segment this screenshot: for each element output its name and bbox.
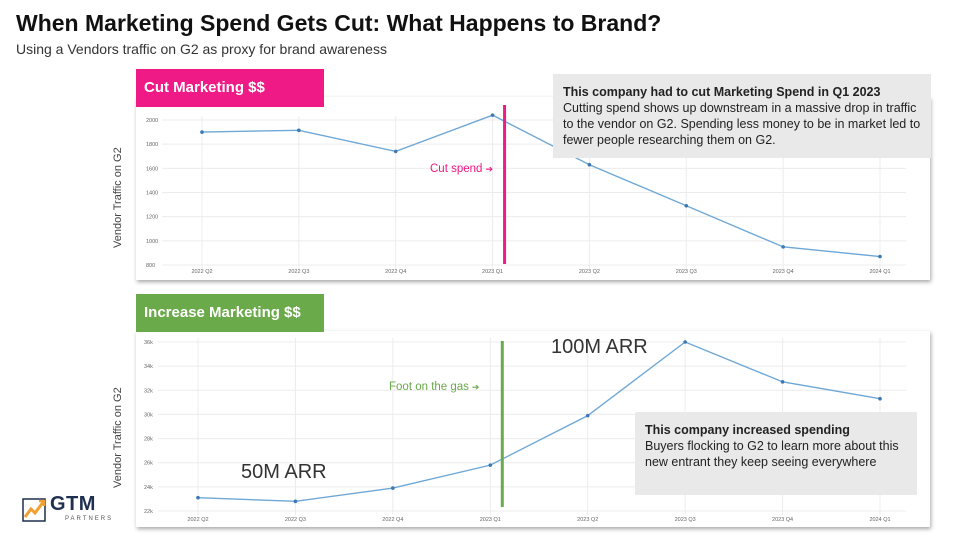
cut-x-tick-label: 2023 Q1 [482, 269, 503, 275]
page-title: When Marketing Spend Gets Cut: What Happ… [16, 10, 662, 36]
arrow-right-icon: ➔ [485, 164, 493, 174]
cut-data-point [878, 254, 882, 259]
increase-data-point [196, 495, 200, 500]
cut-data-point [587, 162, 592, 167]
increase-y-tick-label: 24k [144, 485, 153, 491]
cut-x-tick-label: 2022 Q3 [288, 269, 309, 275]
increase-y-tick-label: 26k [144, 461, 153, 467]
tab-increase-marketing: Increase Marketing $$ [136, 294, 324, 332]
increase-y-tick-label: 28k [144, 437, 153, 443]
annotation-50m-arr: 50M ARR [241, 461, 327, 483]
arrow-right-icon: ➔ [471, 382, 480, 392]
cut-x-tick-label: 2023 Q3 [676, 269, 697, 275]
cut-y-tick-label: 1200 [146, 215, 158, 221]
cut-data-point [490, 113, 495, 117]
increase-y-tick-label: 36k [144, 340, 153, 346]
increase-x-tick-label: 2023 Q2 [577, 517, 598, 523]
callout-cut: This company had to cut Marketing Spend … [553, 74, 931, 158]
cut-data-point [200, 130, 204, 134]
increase-x-tick-label: 2024 Q1 [869, 517, 890, 523]
increase-data-point [683, 340, 687, 344]
increase-x-tick-label: 2023 Q3 [675, 517, 696, 523]
page-subtitle: Using a Vendors traffic on G2 as proxy f… [16, 41, 387, 57]
chart-cut-svg: 800 1000 1200 1400 1600 1800 2000 2022 Q2 2022 Q… [146, 105, 906, 275]
cut-data-point [684, 203, 689, 208]
increase-data-point [780, 380, 785, 384]
increase-x-tick-label: 2023 Q1 [480, 517, 501, 523]
increase-y-tick-label: 32k [144, 388, 153, 394]
cut-series-line [201, 114, 881, 258]
callout-cut-title: This company had to cut Marketing Spend … [563, 85, 881, 99]
gtm-partners-logo: GTM PARTNERS [22, 493, 122, 527]
increase-x-tick-label: 2022 Q2 [187, 517, 208, 523]
logo-sub: PARTNERS [65, 516, 114, 522]
cut-x-tick-label: 2023 Q2 [579, 269, 600, 275]
cut-y-tick-label: 1600 [146, 166, 158, 172]
marker-label-cut: Cut spend ➔ [430, 163, 493, 175]
logo-name: GTM [50, 493, 96, 515]
increase-data-point [391, 486, 395, 490]
annotation-100m-arr: 100M ARR [551, 336, 648, 358]
increase-data-point [585, 413, 590, 418]
increase-data-point [293, 499, 298, 504]
cut-y-tick-label: 1800 [146, 142, 158, 148]
cut-data-point [781, 245, 785, 249]
increase-x-tick-label: 2022 Q4 [382, 517, 403, 523]
cut-x-tick-label: 2022 Q4 [385, 269, 406, 275]
marker-label-cut-text: Cut spend [430, 163, 483, 175]
cut-x-tick-label: 2022 Q2 [191, 269, 212, 275]
chart-growth-icon [22, 498, 46, 522]
cut-y-tick-label: 1400 [146, 191, 158, 197]
cut-data-point [393, 149, 398, 154]
increase-data-point [488, 463, 493, 467]
increase-x-tick-label: 2023 Q4 [772, 517, 793, 523]
callout-cut-body: Cutting spend shows up downstream in a m… [563, 101, 921, 147]
marker-label-increase: Foot on the gas ➔ [389, 381, 479, 393]
cut-x-tick-label: 2023 Q4 [773, 269, 794, 275]
increase-x-tick-label: 2022 Q3 [285, 517, 306, 523]
cut-data-point [297, 128, 301, 133]
tab-cut-marketing: Cut Marketing $$ [136, 69, 324, 107]
callout-increase-title: This company increased spending [645, 423, 850, 437]
cut-x-tick-label: 2024 Q1 [869, 269, 890, 275]
y-axis-label-increase: Vendor Traffic on G2 [112, 387, 124, 488]
increase-y-tick-label: 22k [144, 509, 153, 515]
cut-y-tick-label: 1000 [146, 239, 158, 245]
callout-increase: This company increased spending Buyers f… [635, 412, 917, 495]
increase-data-point [878, 396, 882, 401]
marker-label-increase-text: Foot on the gas [389, 381, 469, 393]
cut-y-tick-label: 800 [146, 263, 155, 269]
increase-y-tick-label: 30k [144, 412, 153, 418]
increase-series-line [197, 341, 881, 503]
cut-y-tick-label: 2000 [146, 118, 158, 124]
y-axis-label-cut: Vendor Traffic on G2 [112, 147, 124, 248]
callout-increase-body: Buyers flocking to G2 to learn more abou… [645, 439, 899, 469]
increase-y-tick-label: 34k [144, 364, 153, 370]
